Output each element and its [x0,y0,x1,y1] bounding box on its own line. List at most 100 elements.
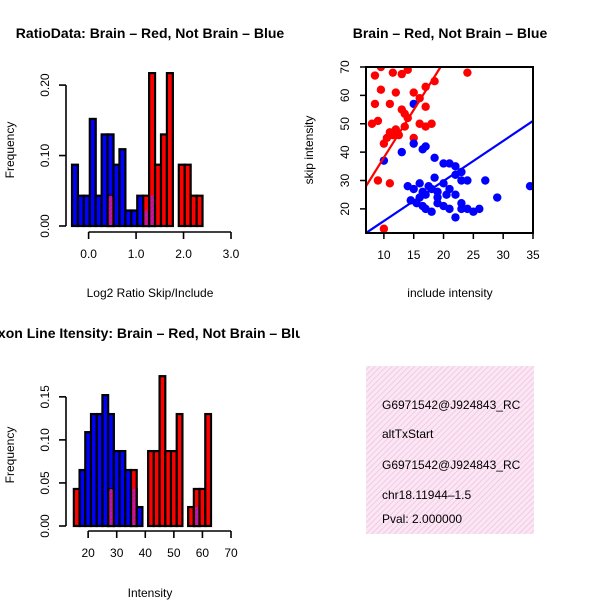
scatter-red-point [370,99,380,109]
scatter-ylabel: skip intensity [302,116,316,185]
scatter-title: Brain – Red, Not Brain – Blue [353,25,548,41]
ratio-histogram: RatioData: Brain – Red, Not Brain – Blue… [3,25,284,300]
scatter-blue-point [421,142,430,151]
ratio-overlap-bar [150,195,154,225]
intensity-x-tick-label: 20 [81,546,95,560]
scatter-blue-point [430,153,439,163]
ratio-axes: 0.0 1.0 2.0 3.0 0.00 0.10 0.20 [38,73,240,261]
info-location: chr18.11944–1.5 [382,488,472,502]
intensity-y-tick-label: 0.05 [38,471,52,495]
scatter-y-tick-label: 20 [338,202,352,216]
intensity-x-tick-label: 70 [224,546,238,560]
scatter-y-tick-label: 40 [338,145,352,159]
scatter-blue-point [451,162,460,171]
ratio-red-bar [195,194,204,228]
info-pval: Pval: 2.000000 [382,512,462,526]
intensity-axes: 20 30 40 50 60 70 0.00 0.05 0.10 0.15 [38,385,238,560]
ratio-x-tick-label: 2.0 [175,247,192,261]
ratio-x-tick-label: 3.0 [223,247,240,261]
scatter-blue-fit-line [366,120,533,233]
scatter-red-point [388,68,398,77]
scatter-red-fit-line [366,67,442,187]
intensity-red-bar [175,412,184,528]
intensity-histogram: Exon Line Itensity: Brain – Red, Not Bra… [0,325,312,600]
ratio-y-tick-label: 0.20 [38,73,52,97]
scatter-red-point [385,99,395,109]
intensity-x-tick-label: 50 [167,546,181,560]
info-background [366,366,534,534]
scatter-blue-point [457,204,466,214]
scatter-red-point [379,224,389,233]
scatter-red-point [463,68,472,77]
scatter-red-point [373,176,383,185]
intensity-y-tick-label: 0.10 [38,428,52,452]
scatter-x-tick-label: 15 [407,248,421,262]
intensity-xlabel: Intensity [128,586,173,600]
ratio-bars [70,72,204,228]
info-probe-id: G6971542@J924843_RC [382,398,521,412]
scatter-blue-point [463,176,472,185]
intensity-scatter: Brain – Red, Not Brain – Blue 10 15 20 25 30… [302,25,547,300]
scatter-y-tick-label: 70 [338,60,352,74]
intensity-overlap-bar [195,507,199,525]
scatter-red-point [376,67,386,72]
scatter-blue-point [397,147,406,157]
scatter-blue-point [481,176,490,185]
scatter-blue-point [451,190,460,199]
intensity-overlap-bar [132,488,136,525]
intensity-title: Exon Line Itensity: Brain – Red, Not Bra… [0,325,312,341]
scatter-y-tick-label: 30 [338,174,352,188]
intensity-y-tick-label: 0.15 [38,385,52,409]
scatter-blue-point [415,179,424,188]
intensity-x-tick-label: 60 [196,546,210,560]
scatter-blue-point [451,213,460,222]
intensity-x-tick-label: 30 [110,546,124,560]
ratio-overlap-bar [144,210,148,225]
intensity-bars [72,375,213,528]
ratio-red-bar [148,72,157,228]
scatter-blue-point [409,184,418,194]
scatter-points [366,67,533,233]
ratio-overlap-bar [109,195,113,225]
scatter-blue-point [445,204,454,214]
scatter-red-point [409,88,418,97]
scatter-x-tick-label: 20 [437,248,451,262]
info-panel: G6971542@J924843_RC altTxStart G6971542@… [366,366,534,534]
scatter-blue-point [525,181,533,191]
info-event-type: altTxStart [382,427,434,441]
scatter-red-point [370,71,380,80]
ratio-y-tick-label: 0.00 [38,214,52,238]
scatter-blue-point [457,176,466,185]
intensity-y-tick-label: 0.00 [38,514,52,538]
scatter-frame [365,66,534,234]
scatter-blue-point [445,184,454,194]
scatter-blue-point [439,159,448,168]
scatter-plot-area: 10 15 20 25 30 35 20 30 40 50 60 70 [338,60,540,262]
intensity-x-tick-label: 40 [139,546,153,560]
scatter-red-point [397,69,406,79]
scatter-x-tick-label: 10 [377,248,391,262]
ratio-blue-bar [88,117,97,228]
scatter-blue-point [427,207,436,216]
scatter-blue-point [430,173,439,182]
ratio-ylabel: Frequency [3,122,17,179]
info-probe-id-2: G6971542@J924843_RC [382,458,521,472]
scatter-red-point [403,67,412,75]
ratio-blue-bar [118,148,127,228]
scatter-red-point [385,179,395,188]
intensity-red-bar [72,487,81,528]
scatter-red-point [427,119,436,128]
scatter-red-point [391,88,401,97]
scatter-x-tick-label: 25 [467,248,481,262]
scatter-red-point [376,85,386,94]
intensity-ylabel: Frequency [3,427,17,484]
scatter-blue-point [475,204,484,214]
scatter-y-tick-label: 50 [338,117,352,131]
ratio-title: RatioData: Brain – Red, Not Brain – Blue [16,25,285,41]
ratio-y-tick-label: 0.10 [38,144,52,168]
scatter-red-point [373,116,383,126]
scatter-red-point [421,102,430,111]
scatter-y-tick-label: 60 [338,88,352,102]
scatter-blue-point [493,193,502,202]
